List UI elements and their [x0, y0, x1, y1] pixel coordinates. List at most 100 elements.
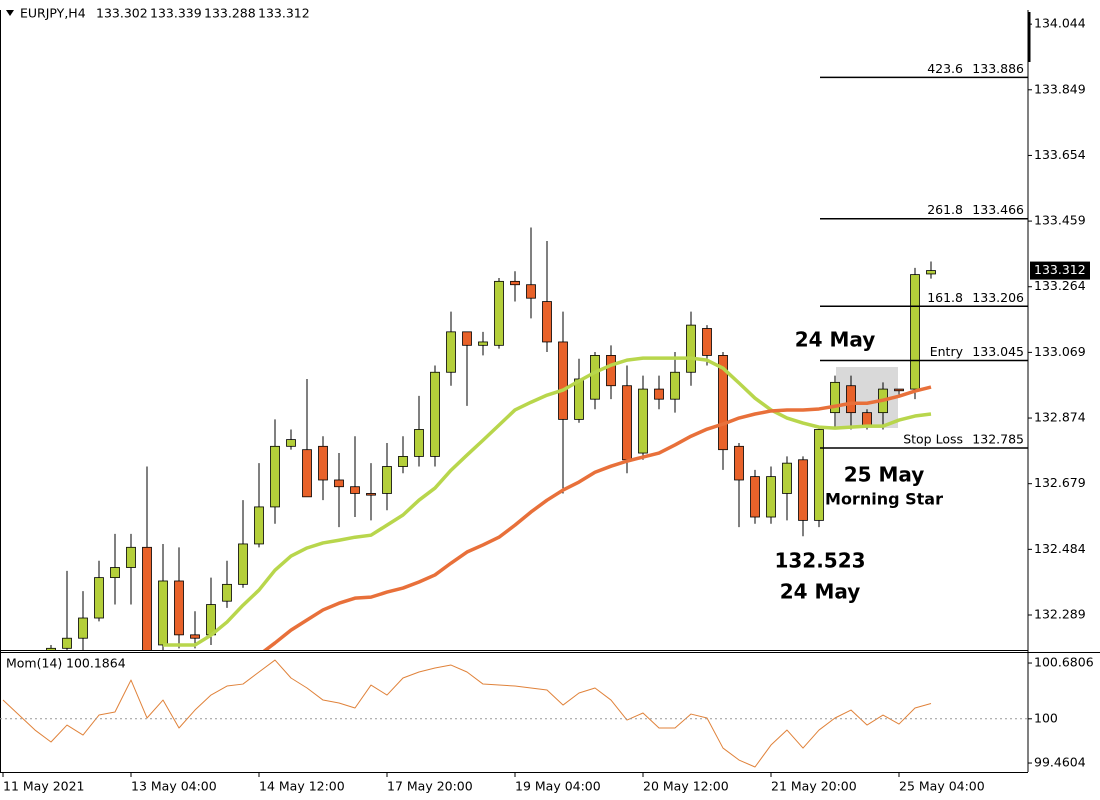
y-tick-label: 100: [1034, 710, 1058, 725]
candle-body: [254, 506, 264, 545]
candle-body: [494, 280, 504, 346]
level-label: 261.8: [927, 202, 963, 217]
y-tick-label: 100.6806: [1034, 655, 1094, 670]
x-tick-label: 14 May 12:00: [259, 779, 345, 794]
candle-body: [174, 580, 184, 636]
y-tick-label: 132.289: [1034, 606, 1086, 621]
x-tick-label: 17 May 20:00: [387, 779, 473, 794]
candle-body: [830, 381, 840, 414]
level-value: 132.785: [972, 432, 1024, 447]
annotation: 24 May: [795, 328, 876, 352]
level-label: 423.6: [927, 61, 963, 76]
momentum-name: Mom(14): [6, 656, 62, 671]
x-tick-label: 21 May 20:00: [771, 779, 857, 794]
menu-arrow[interactable]: [6, 10, 14, 16]
annotation: 24 May: [780, 580, 861, 604]
y-tick-label: 99.4604: [1034, 755, 1086, 770]
header-close: 133.312: [258, 6, 310, 21]
candle-body: [766, 476, 776, 518]
candle-body: [222, 583, 232, 602]
momentum-last-value: 100.1864: [66, 656, 126, 671]
y-tick-label: 134.044: [1034, 16, 1086, 31]
candle-body: [590, 355, 600, 400]
candle-body: [350, 486, 360, 494]
candle-body: [158, 580, 168, 646]
level-value: 133.045: [972, 344, 1024, 359]
x-tick-label: 25 May 04:00: [899, 779, 985, 794]
y-tick-label: 132.484: [1034, 541, 1086, 556]
annotation: Morning Star: [825, 490, 943, 509]
candle-body: [110, 567, 120, 579]
x-tick-label: 20 May 12:00: [643, 779, 729, 794]
y-tick-label: 133.654: [1034, 147, 1086, 162]
y-tick-label: 133.069: [1034, 344, 1086, 359]
candle-body: [462, 331, 472, 346]
candle-body: [926, 270, 936, 275]
y-tick-label: 132.874: [1034, 410, 1086, 425]
candle-body: [318, 445, 328, 481]
candle-body: [366, 493, 376, 496]
candle-body: [142, 546, 152, 650]
y-tick-label: 133.264: [1034, 278, 1086, 293]
candle-body: [670, 371, 680, 400]
candle-body: [62, 637, 72, 649]
candle-body: [510, 280, 520, 286]
candle-body: [478, 341, 488, 346]
candle-body: [382, 466, 392, 494]
candle-body: [574, 378, 584, 420]
candle-body: [334, 479, 344, 488]
candle-body: [398, 456, 408, 467]
candle-body: [126, 546, 136, 568]
y-tick-label: 133.459: [1034, 213, 1086, 228]
chart-title: EURJPY,H4: [20, 6, 86, 21]
candle-body: [94, 577, 104, 619]
x-tick-label: 13 May 04:00: [131, 779, 217, 794]
candle-body: [910, 274, 920, 390]
candle-body: [894, 388, 904, 392]
candle-body: [686, 324, 696, 373]
candle-body: [206, 604, 216, 636]
x-tick-label: 11 May 2021: [3, 779, 85, 794]
candle-body: [286, 439, 296, 447]
level-label: Entry: [930, 344, 964, 359]
candle-body: [606, 355, 616, 387]
x-tick-label: 19 May 04:00: [515, 779, 601, 794]
moving-average: [163, 356, 932, 647]
annotation: 25 May: [844, 463, 925, 487]
last-price-box: [1030, 261, 1090, 280]
y-tick-label: 132.679: [1034, 475, 1086, 490]
annotation: 132.523: [774, 549, 865, 573]
moving-average: [262, 385, 932, 650]
candle-body: [734, 445, 744, 481]
candle-body: [270, 445, 280, 508]
candle-body: [238, 543, 248, 585]
candle-body: [718, 355, 728, 451]
candle-body: [782, 462, 792, 494]
candle-body: [446, 331, 456, 373]
momentum-panel: [2, 659, 932, 768]
candle-body: [46, 647, 56, 650]
header-high: 133.339: [150, 6, 202, 21]
candle-body: [862, 412, 872, 427]
candle-body: [414, 429, 424, 457]
candle-body: [638, 388, 648, 454]
level-value: 133.206: [972, 290, 1024, 305]
price-panel: [46, 227, 936, 650]
candle-body: [814, 429, 824, 521]
candle-body: [846, 385, 856, 414]
momentum-line: [2, 659, 932, 768]
y-tick-label: 133.849: [1034, 81, 1086, 96]
candle-body: [558, 341, 568, 420]
last-price-label: 133.312: [1034, 262, 1086, 277]
candle-body: [702, 328, 712, 356]
candle-body: [302, 449, 312, 498]
candle-body: [526, 284, 536, 299]
level-value: 133.466: [972, 202, 1024, 217]
candle-body: [622, 385, 632, 461]
candle-body: [190, 634, 200, 639]
candle-body: [542, 301, 552, 343]
level-label: Stop Loss: [903, 432, 963, 447]
candle-body: [654, 388, 664, 400]
